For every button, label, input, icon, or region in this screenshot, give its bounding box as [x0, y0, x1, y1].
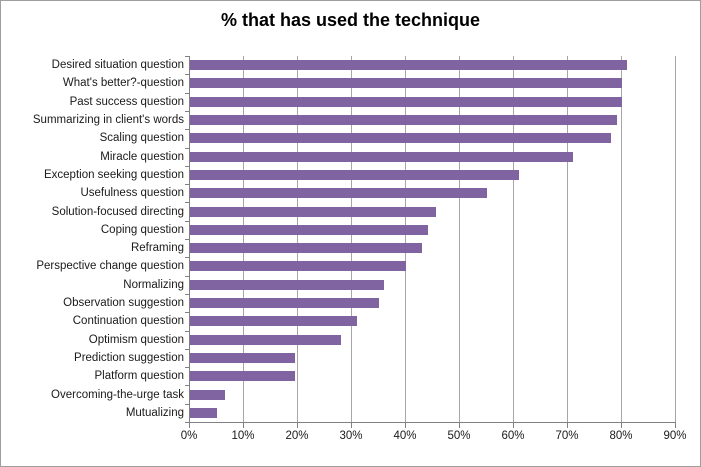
bar-observation-suggestion[interactable]: [190, 298, 379, 308]
y-axis-tick: [185, 257, 190, 258]
x-axis-tick: [513, 423, 514, 428]
x-axis-label: 50%: [447, 430, 471, 442]
y-axis-tick: [185, 404, 190, 405]
bar-normalizing[interactable]: [190, 280, 384, 290]
x-axis-tick: [243, 423, 244, 428]
chart-title: % that has used the technique: [220, 10, 481, 30]
bar-solution-focused-directing[interactable]: [190, 207, 436, 217]
y-axis-tick: [185, 93, 190, 94]
x-axis-tick: [189, 423, 190, 428]
category-label: Normalizing: [123, 279, 184, 291]
x-axis-tick: [459, 423, 460, 428]
x-axis-label: 10%: [231, 430, 255, 442]
gridline: [297, 56, 298, 422]
plot-area: [185, 56, 676, 428]
bar-summarizing-in-client-s-words[interactable]: [190, 115, 617, 125]
bar-scaling-question[interactable]: [190, 133, 611, 143]
bar-optimism-question[interactable]: [190, 335, 341, 345]
x-axis-label: 70%: [555, 430, 579, 442]
category-label: Summarizing in client's words: [32, 114, 184, 126]
y-axis-tick: [185, 349, 190, 350]
gridline: [675, 56, 676, 422]
category-axis-labels: Desired situation question What's better?…: [1, 56, 184, 422]
category-label: Scaling question: [99, 132, 184, 144]
bar-usefulness-question[interactable]: [190, 188, 487, 198]
y-axis-tick: [185, 331, 190, 332]
x-axis-tick: [567, 423, 568, 428]
category-label: Desired situation question: [51, 59, 184, 71]
y-axis-tick: [185, 111, 190, 112]
category-label: Miracle question: [100, 151, 184, 163]
category-label: What's better?-question: [62, 77, 184, 89]
y-axis-tick: [185, 129, 190, 130]
y-axis-tick: [185, 385, 190, 386]
x-axis-label: 30%: [339, 430, 363, 442]
x-axis-label: 60%: [501, 430, 525, 442]
x-axis-label: 20%: [285, 430, 309, 442]
bar-continuation-question[interactable]: [190, 316, 357, 326]
gridline: [405, 56, 406, 422]
x-axis-tick: [675, 423, 676, 428]
y-axis-tick: [185, 184, 190, 185]
x-axis-label: 0%: [180, 430, 198, 442]
y-axis-tick: [185, 367, 190, 368]
y-axis-tick: [185, 166, 190, 167]
value-axis-labels: 0% 10% 20% 30% 40% 50% 60% 70% 80% 90%: [181, 430, 687, 446]
category-label: Reframing: [130, 242, 184, 254]
gridline: [513, 56, 514, 422]
category-label: Prediction suggestion: [74, 352, 184, 364]
y-axis-tick: [185, 422, 190, 423]
x-axis-label: 80%: [609, 430, 633, 442]
gridline: [459, 56, 460, 422]
bar-desired-situation-question[interactable]: [190, 60, 627, 70]
category-label: Optimism question: [88, 334, 184, 346]
bar-prediction-suggestion[interactable]: [190, 353, 295, 363]
gridline: [621, 56, 622, 422]
y-axis-tick: [185, 312, 190, 313]
category-label: Mutualizing: [125, 407, 184, 419]
y-axis-tick: [185, 202, 190, 203]
x-axis-label: 40%: [393, 430, 417, 442]
category-label: Solution-focused directing: [51, 206, 184, 218]
bar-mutualizing[interactable]: [190, 408, 217, 418]
y-axis-tick: [185, 74, 190, 75]
category-label: Coping question: [100, 224, 184, 236]
bar-miracle-question[interactable]: [190, 152, 573, 162]
y-axis-tick: [185, 221, 190, 222]
category-label: Perspective change question: [36, 260, 184, 272]
category-label: Platform question: [94, 370, 185, 382]
y-axis-tick: [185, 148, 190, 149]
bar-coping-question[interactable]: [190, 225, 428, 235]
bar-past-success-question[interactable]: [190, 97, 622, 107]
bar-reframing[interactable]: [190, 243, 422, 253]
x-axis-label: 90%: [663, 430, 687, 442]
category-label: Overcoming-the-urge task: [51, 389, 184, 401]
x-axis-tick: [351, 423, 352, 428]
category-label: Observation suggestion: [63, 297, 184, 309]
y-axis-tick: [185, 276, 190, 277]
y-axis-tick: [185, 294, 190, 295]
bar-exception-seeking-question[interactable]: [190, 170, 519, 180]
bar-overcoming-the-urge-task[interactable]: [190, 390, 225, 400]
y-axis-tick: [185, 239, 190, 240]
y-axis-tick: [185, 56, 190, 57]
x-axis-tick: [621, 423, 622, 428]
category-label: Past success question: [69, 96, 184, 108]
category-label: Continuation question: [72, 315, 184, 327]
gridline: [567, 56, 568, 422]
gridline: [351, 56, 352, 422]
bar-what-s-better-question[interactable]: [190, 78, 622, 88]
x-axis-tick: [297, 423, 298, 428]
x-axis-tick: [405, 423, 406, 428]
bar-platform-question[interactable]: [190, 371, 295, 381]
gridline: [243, 56, 244, 422]
bar-perspective-change-question[interactable]: [190, 261, 406, 271]
category-label: Usefulness question: [80, 187, 184, 199]
category-label: Exception seeking question: [43, 169, 184, 181]
